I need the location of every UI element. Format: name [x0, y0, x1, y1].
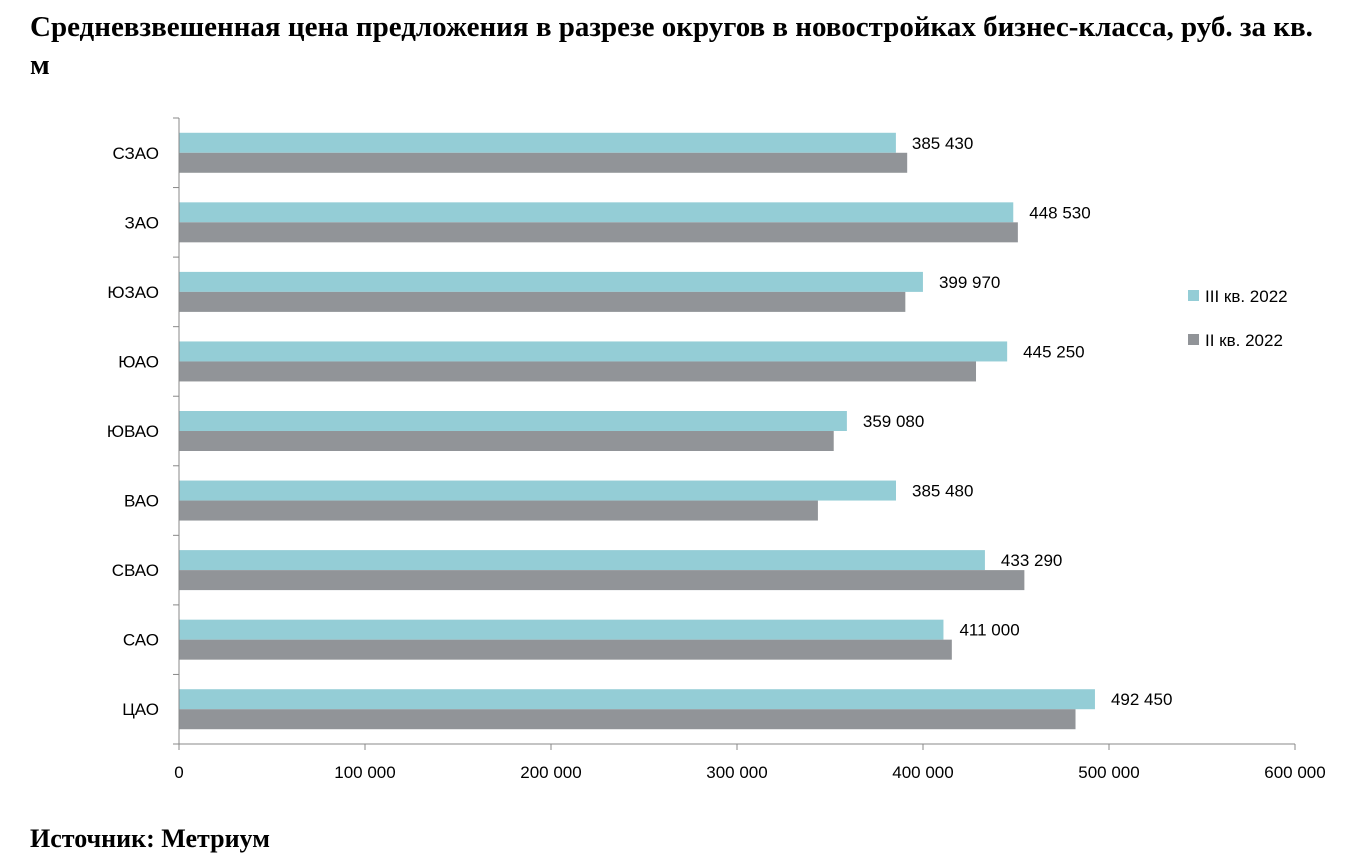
category-label: ЮЗАО	[107, 283, 159, 302]
bar-q3-2	[179, 202, 1014, 223]
category-label: ЮВАО	[107, 422, 159, 441]
x-tick-label: 400 000	[892, 763, 953, 782]
bar-q3-6	[179, 480, 896, 501]
bar-q3-4	[179, 341, 1008, 362]
category-label: САО	[123, 631, 159, 650]
bar-q2-3	[179, 291, 906, 312]
x-tick-label: 200 000	[520, 763, 581, 782]
category-label: ЗАО	[125, 213, 159, 232]
data-label: 385 480	[912, 482, 973, 501]
data-label: 445 250	[1023, 342, 1084, 361]
bar-q2-5	[179, 431, 834, 451]
legend-label-q2: II кв. 2022	[1205, 331, 1283, 350]
category-label: ЦАО	[122, 700, 159, 719]
data-label: 433 290	[1001, 551, 1062, 570]
category-label: СВАО	[112, 561, 159, 580]
bar-q3-1	[179, 132, 896, 153]
data-label: 492 450	[1111, 690, 1172, 709]
bar-q2-7	[179, 570, 1025, 591]
bar-q3-5	[179, 411, 847, 431]
x-tick-label: 500 000	[1078, 763, 1139, 782]
legend-swatch-q2	[1188, 334, 1199, 345]
bar-q2-6	[179, 500, 818, 521]
bar-q3-8	[179, 619, 944, 640]
bar-q3-3	[179, 271, 923, 292]
bar-q2-4	[179, 361, 977, 382]
data-label: 359 080	[863, 412, 924, 431]
category-label: ВАО	[124, 492, 159, 511]
legend-label-q3: III кв. 2022	[1205, 287, 1288, 306]
data-label: 385 430	[912, 134, 973, 153]
category-label: СЗАО	[112, 144, 159, 163]
x-tick-label: 600 000	[1264, 763, 1325, 782]
data-label: 399 970	[939, 273, 1000, 292]
chart-title: Средневзвешенная цена предложения в разр…	[30, 11, 1313, 81]
bar-q2-2	[179, 222, 1018, 243]
bar-q2-8	[179, 639, 952, 660]
x-tick-label: 0	[174, 763, 183, 782]
data-label: 448 530	[1029, 203, 1090, 222]
source-note: Источник: Метриум	[30, 824, 270, 853]
x-tick-label: 300 000	[706, 763, 767, 782]
x-tick-label: 100 000	[334, 763, 395, 782]
bar-q2-1	[179, 152, 908, 173]
bar-q2-9	[179, 709, 1076, 730]
data-label: 411 000	[959, 621, 1019, 640]
bar-q3-9	[179, 689, 1095, 710]
category-label: ЮАО	[118, 352, 159, 371]
legend-swatch-q3	[1188, 290, 1199, 301]
bar-q3-7	[179, 550, 985, 571]
